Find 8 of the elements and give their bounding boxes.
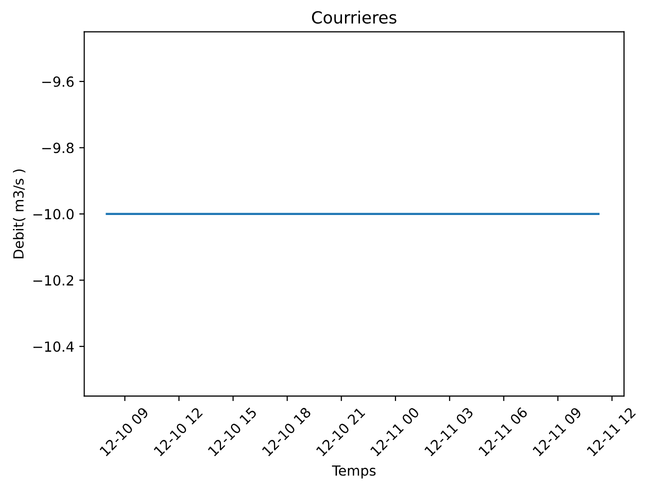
- y-tick-label: −10.0: [33, 208, 74, 220]
- y-tick-label: −9.6: [42, 76, 74, 87]
- x-axis-title: Temps: [332, 465, 376, 478]
- y-tick-label: −10.4: [33, 341, 74, 352]
- y-tick-label: −10.2: [33, 275, 74, 286]
- y-axis-title: Debit( m3/s ): [12, 169, 26, 258]
- chart-title: Courrieres: [312, 10, 396, 24]
- y-tick-label: −9.8: [42, 142, 74, 154]
